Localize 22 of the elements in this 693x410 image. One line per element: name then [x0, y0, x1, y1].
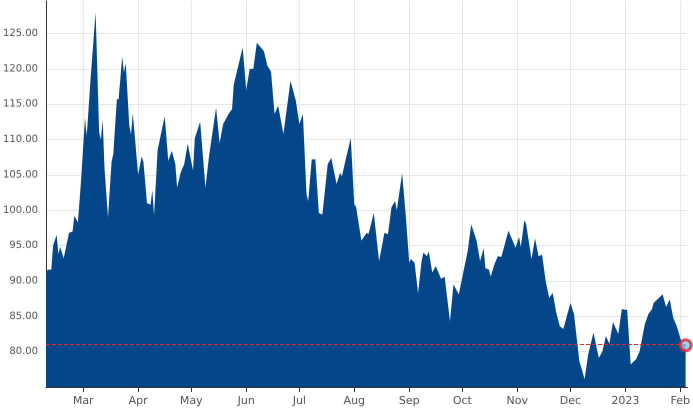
y-tick-label: 80.00	[9, 346, 38, 358]
x-tick-label: Nov	[506, 394, 529, 407]
x-tick-label: Jul	[292, 394, 306, 407]
x-tick-label: Oct	[452, 394, 473, 407]
y-tick-label: 120.00	[2, 63, 38, 74]
y-tick-label: 85.00	[9, 310, 38, 322]
y-tick-label: 105.00	[2, 169, 38, 180]
y-tick-label: 125.00	[2, 28, 38, 40]
x-tick-label: Apr	[128, 394, 148, 407]
x-tick-label: May	[180, 394, 204, 407]
x-tick-label: Mar	[72, 394, 94, 407]
x-tick-label: Sep	[398, 394, 420, 407]
y-tick-label: 95.00	[9, 240, 38, 252]
x-tick-label: Aug	[344, 394, 366, 407]
x-tick-label: Feb	[670, 394, 690, 407]
y-tick-label: 115.00	[2, 98, 38, 110]
x-tick-label: Jun	[236, 394, 255, 407]
x-tick-label: Dec	[560, 394, 582, 407]
x-tick-label: 2023	[611, 394, 640, 407]
y-tick-label: 110.00	[2, 134, 38, 146]
y-tick-label: 90.00	[9, 275, 38, 286]
y-tick-label: 100.00	[2, 204, 38, 216]
